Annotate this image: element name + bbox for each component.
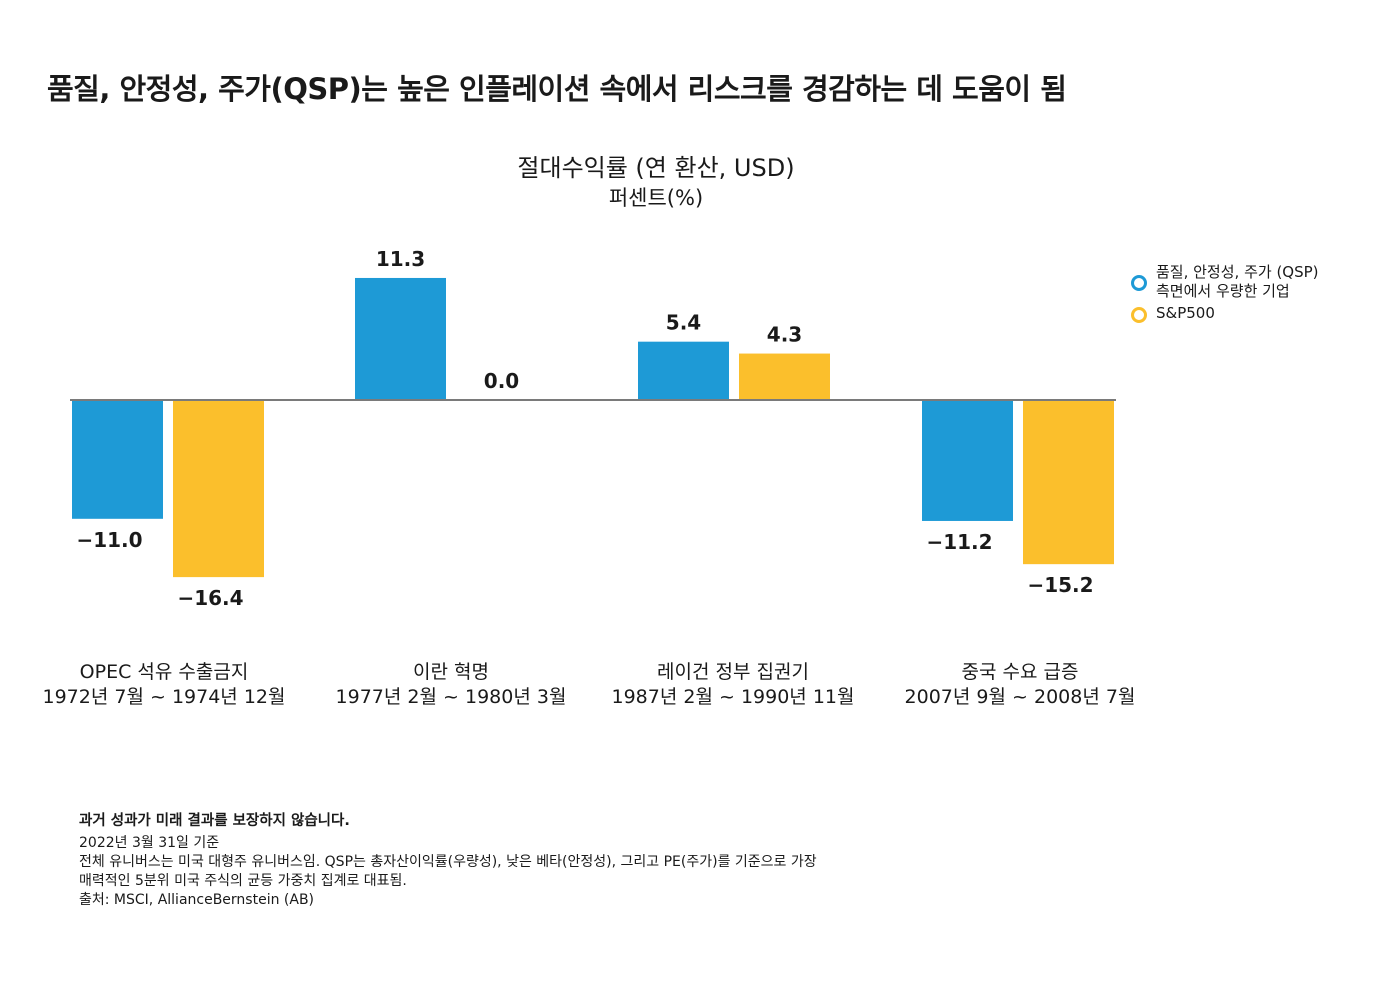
bar-qsp-3 [922, 400, 1013, 521]
legend-item-sp500: S&P500 [1130, 304, 1370, 323]
legend-label-qsp-line2: 측면에서 우량한 기업 [1156, 282, 1290, 300]
data-label: −15.2 [1027, 573, 1093, 597]
bar-sp500-0 [173, 400, 264, 578]
data-label: −16.4 [177, 586, 243, 610]
footnote-line: 출처: MSCI, AllianceBernstein (AB) [79, 892, 315, 908]
footnotes: 과거 성과가 미래 결과를 보장하지 않습니다. 2022년 3월 31일 기준… [79, 812, 979, 910]
legend-circle-icon [1131, 306, 1147, 323]
legend-label-qsp-line1: 품질, 안정성, 주가 (QSP) [1156, 263, 1319, 281]
category-name: 이란 혁명 [413, 661, 489, 683]
bar-qsp-2 [638, 341, 729, 400]
data-label: −11.0 [76, 528, 142, 552]
category-period: 1977년 2월 ~ 1980년 3월 [335, 686, 567, 708]
legend-circle-icon [1131, 275, 1147, 291]
category-name: 레이건 정부 집권기 [657, 661, 809, 683]
footnote-line: 매력적인 5분위 미국 주식의 균등 가중치 집계로 대표됨. [79, 873, 407, 889]
chart-title: 절대수익률 (연 환산, USD) [517, 154, 795, 182]
data-label: 4.3 [767, 323, 802, 347]
legend-item-qsp: 품질, 안정성, 주가 (QSP) 측면에서 우량한 기업 [1130, 263, 1370, 301]
category-label-iran: 이란 혁명 1977년 2월 ~ 1980년 3월 [301, 660, 601, 710]
category-period: 2007년 9월 ~ 2008년 7월 [904, 686, 1136, 708]
data-label: −11.2 [926, 530, 992, 554]
data-label: 0.0 [484, 369, 519, 393]
category-name: OPEC 석유 수출금지 [79, 661, 249, 683]
data-label: 11.3 [376, 247, 425, 271]
page-headline: 품질, 안정성, 주가(QSP)는 높은 인플레이션 속에서 리스크를 경감하는… [47, 72, 1067, 106]
disclaimer: 과거 성과가 미래 결과를 보장하지 않습니다. [79, 813, 350, 829]
category-label-china: 중국 수요 급증 2007년 9월 ~ 2008년 7월 [870, 660, 1170, 710]
footnote-line: 전체 유니버스는 미국 대형주 유니버스임. QSP는 총자산이익률(우량성),… [79, 854, 817, 870]
chart-subtitle: 퍼센트(%) [608, 186, 704, 210]
category-label-opec: OPEC 석유 수출금지 1972년 7월 ~ 1974년 12월 [14, 660, 314, 710]
bar-sp500-3 [1023, 400, 1114, 565]
bar-sp500-2 [739, 353, 830, 400]
data-label: 5.4 [666, 311, 701, 335]
category-name: 중국 수요 급증 [961, 661, 1079, 683]
category-label-reagan: 레이건 정부 집권기 1987년 2월 ~ 1990년 11월 [583, 660, 883, 710]
footnote-line: 2022년 3월 31일 기준 [79, 835, 220, 851]
chart-legend: 품질, 안정성, 주가 (QSP) 측면에서 우량한 기업 S&P500 [1130, 263, 1370, 326]
category-period: 1972년 7월 ~ 1974년 12월 [42, 686, 286, 708]
legend-label-sp500: S&P500 [1156, 304, 1215, 322]
category-period: 1987년 2월 ~ 1990년 11월 [611, 686, 855, 708]
bar-qsp-1 [355, 277, 446, 400]
bar-qsp-0 [72, 400, 163, 519]
